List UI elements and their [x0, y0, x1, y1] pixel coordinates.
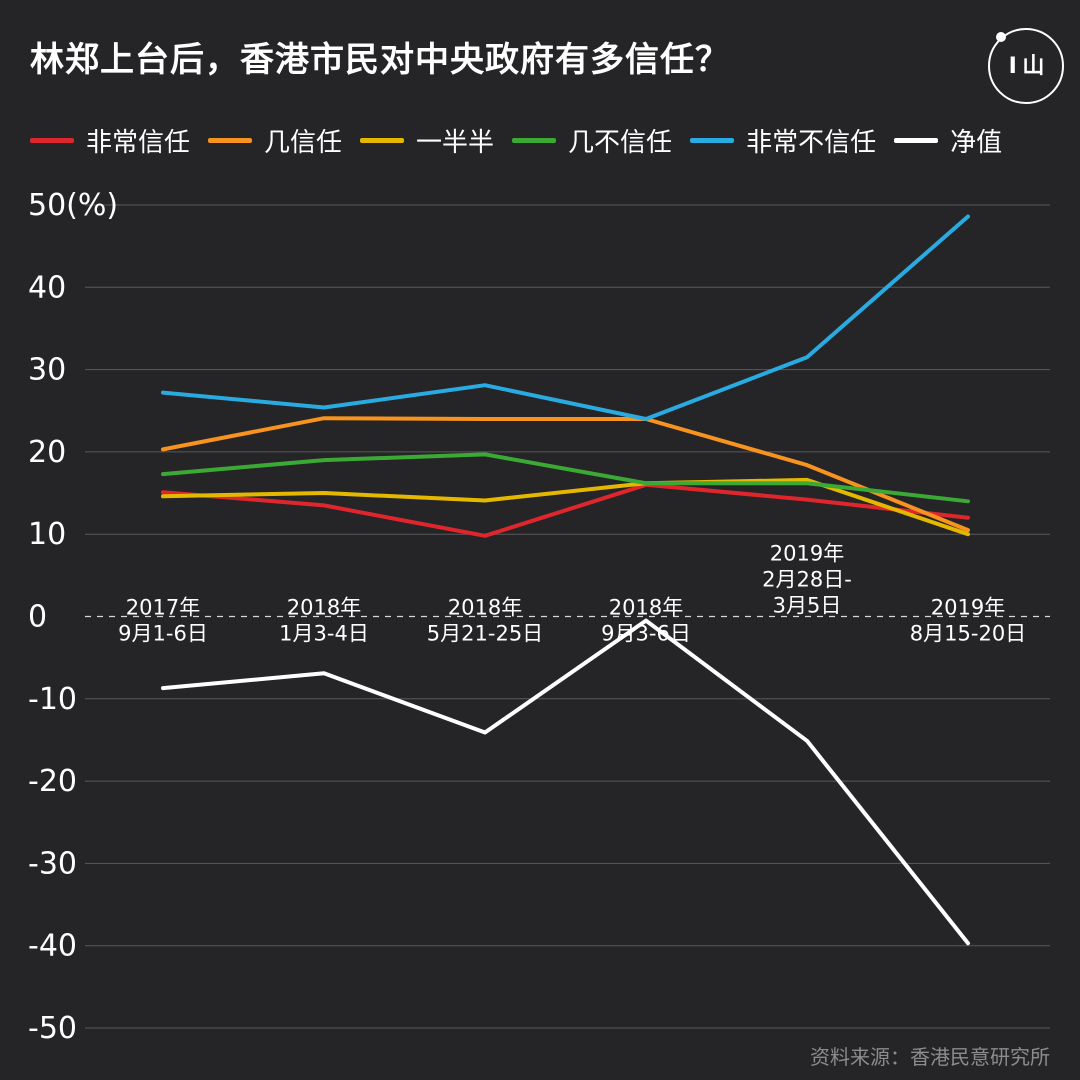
x-tick-label-line: 1月3-4日: [279, 622, 369, 646]
legend-item: 非常信任: [30, 122, 190, 159]
legend-swatch: [690, 137, 735, 143]
y-tick-label: 10: [28, 517, 66, 552]
legend-label: 几信任: [264, 127, 343, 158]
legend-label: 一半半: [416, 127, 495, 158]
y-tick-label: -10: [28, 682, 77, 717]
legend-item: 非常不信任: [690, 122, 876, 159]
legend-swatch: [360, 137, 405, 143]
legend-label: 净值: [950, 127, 1003, 158]
x-tick-label-line: 2019年: [931, 596, 1005, 620]
logo-text: I 山: [1008, 54, 1045, 79]
legend-label: 非常不信任: [746, 127, 877, 158]
y-tick-label: 40: [28, 270, 66, 305]
y-tick-label: 30: [28, 353, 66, 388]
x-tick-label: 2018年 1月3-4日: [279, 596, 369, 646]
x-tick-label-line: 2017年: [126, 596, 200, 620]
y-tick-label: 20: [28, 435, 66, 470]
series-line: [161, 477, 970, 537]
x-tick-label-line: 5月21-25日: [427, 622, 543, 646]
chart-title: 林郑上台后，香港市民对中央政府有多信任？: [30, 40, 730, 80]
legend-item: 几信任: [208, 122, 342, 159]
source-note: 资料来源：香港民意研究所: [810, 1045, 1050, 1069]
logo-dot: [996, 32, 1006, 42]
x-tick-label: 2019年 2月28日-3月5日: [762, 542, 852, 618]
x-tick-label-line: 8月15-20日: [910, 622, 1026, 646]
legend-swatch: [894, 137, 939, 143]
chart-legend: 非常信任 几信任 一半半 几不信任 非常不信任 净值: [30, 120, 1002, 160]
x-tick-label-line: 2月28日-: [762, 568, 852, 592]
y-tick-label: 50(%): [28, 188, 118, 223]
y-tick-label: -30: [28, 846, 77, 881]
x-tick-label-line: 2018年: [609, 596, 683, 620]
y-tick-label: -50: [28, 1011, 77, 1046]
series-line: [161, 618, 970, 946]
legend-item: 净值: [894, 122, 1002, 159]
series-line: [161, 416, 970, 533]
x-tick-label-line: 2019年: [770, 542, 844, 566]
x-tick-label: 2017年 9月1-6日: [118, 596, 208, 646]
legend-item: 几不信任: [512, 122, 672, 159]
x-tick-label-line: 2018年: [287, 596, 361, 620]
series-line: [161, 214, 970, 421]
y-tick-label: -40: [28, 929, 77, 964]
x-tick-label: 2018年 5月21-25日: [427, 596, 543, 646]
series-line: [161, 482, 970, 538]
legend-swatch: [208, 137, 253, 143]
x-tick-label-line: 2018年: [448, 596, 522, 620]
x-tick-label-line: 9月1-6日: [118, 622, 208, 646]
initium-logo-icon: I 山: [988, 28, 1064, 104]
legend-item: 一半半: [360, 122, 494, 159]
legend-label: 非常信任: [86, 127, 191, 158]
y-tick-label: -20: [28, 764, 77, 799]
legend-swatch: [30, 137, 74, 143]
y-tick-label: 0: [28, 600, 47, 635]
legend-label: 几不信任: [568, 127, 673, 158]
x-tick-label-line: 3月5日: [773, 594, 842, 618]
series-line: [161, 452, 970, 504]
x-tick-label: 2019年 8月15-20日: [910, 596, 1026, 646]
legend-swatch: [512, 137, 557, 143]
